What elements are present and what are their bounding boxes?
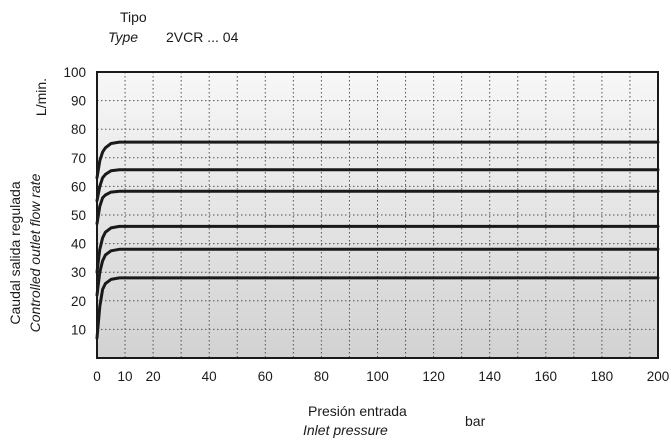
flow-curve-6	[95, 140, 660, 180]
model-label: 2VCR ... 04	[166, 29, 239, 45]
x-tick-label: 140	[478, 369, 501, 384]
x-tick-label: 40	[202, 369, 217, 384]
x-tick-label: 60	[258, 369, 273, 384]
y-tick-label: 50	[71, 208, 86, 223]
y-tick-label: 20	[71, 294, 86, 309]
y-tick-label: 30	[71, 265, 86, 280]
x-axis-label-en: Inlet pressure	[303, 422, 388, 438]
plot-frame	[96, 71, 659, 359]
x-tick-label: 80	[314, 369, 329, 384]
x-tick-label: 100	[366, 369, 389, 384]
y-tick-label: 40	[71, 237, 86, 252]
y-tick-label: 60	[71, 179, 86, 194]
x-tick-label: 160	[535, 369, 558, 384]
y-tick-label: 90	[71, 94, 86, 109]
x-tick-label: 0	[93, 369, 101, 384]
x-tick-label: 180	[591, 369, 614, 384]
y-tick-label: 10	[71, 322, 86, 337]
y-tick-label: 70	[71, 151, 86, 166]
x-tick-label: 120	[422, 369, 445, 384]
flow-curve-5	[95, 168, 660, 203]
tipo-label: Tipo	[120, 9, 147, 25]
type-label: Type	[108, 29, 139, 45]
flow-curve-1	[95, 276, 660, 340]
flow-curve-2	[95, 247, 660, 297]
x-tick-label: 20	[146, 369, 161, 384]
flow-curve-4	[95, 189, 660, 226]
flow-curve-3	[95, 224, 660, 274]
y-tick-label: 80	[71, 122, 86, 137]
x-tick-label: 200	[647, 369, 670, 384]
x-unit-label: bar	[465, 413, 486, 429]
x-tick-label: 10	[118, 369, 133, 384]
x-axis-label: Presión entrada	[308, 403, 407, 419]
y-tick-label: 100	[63, 65, 86, 80]
